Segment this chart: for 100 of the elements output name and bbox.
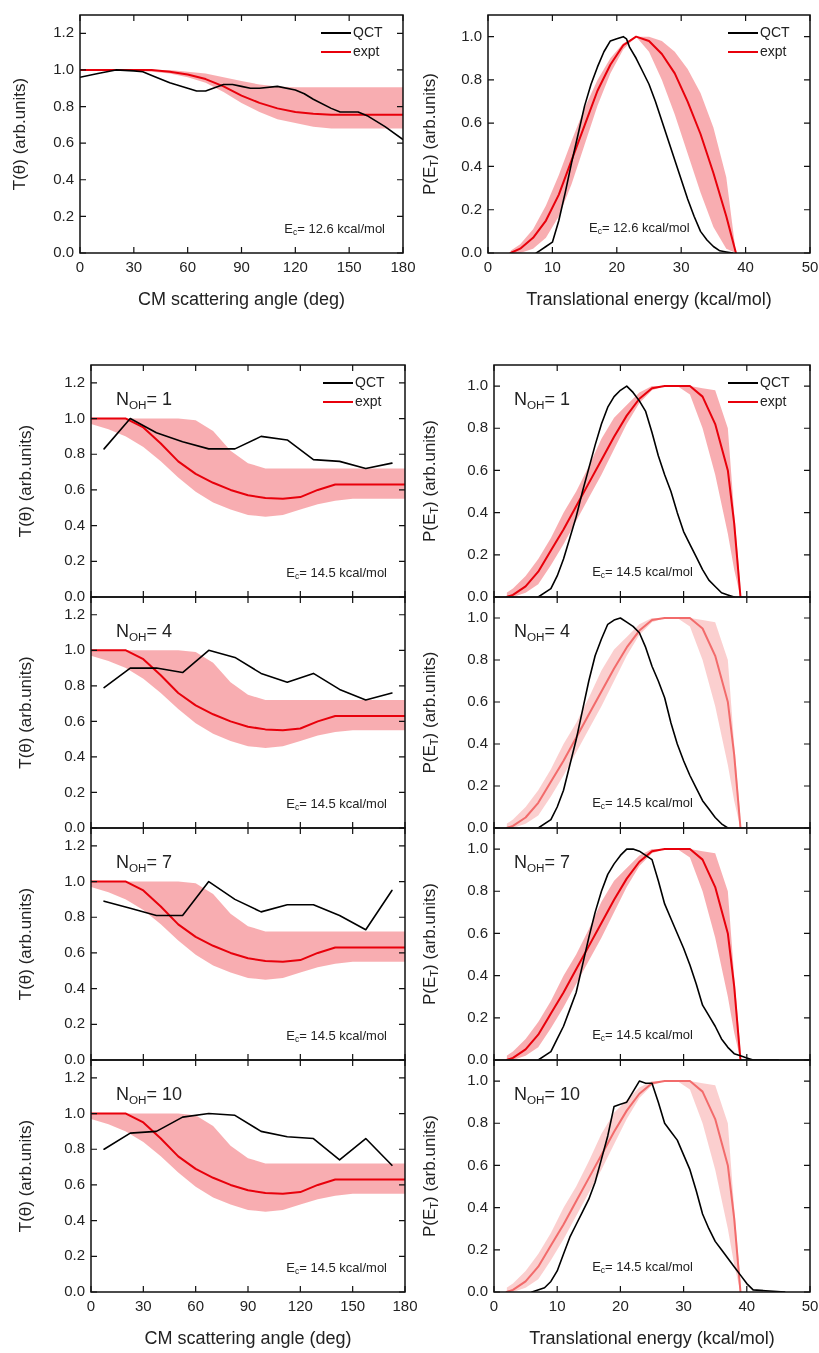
- x-tick-label: 150: [340, 1297, 366, 1315]
- legend-label: expt: [355, 392, 382, 409]
- y-tick-label: 0.2: [467, 1239, 488, 1257]
- y-tick-label: 0.6: [64, 480, 85, 498]
- x-tick-label: 40: [737, 258, 754, 276]
- x-tick-label: 40: [738, 1297, 756, 1315]
- x-tick-label: 10: [548, 1297, 566, 1315]
- y-axis-title: T(θ) (arb.units): [15, 424, 35, 538]
- x-axis-title: Translational energy (kcal/mol): [526, 288, 772, 309]
- x-axis-title: Translational energy (kcal/mol): [529, 1327, 775, 1348]
- legend-label: expt: [760, 392, 787, 409]
- y-tick-label: 0.0: [64, 818, 85, 836]
- x-tick-label: 50: [801, 1297, 819, 1315]
- x-tick-label: 90: [239, 1297, 257, 1315]
- y-tick-label: 0.0: [53, 243, 74, 261]
- y-tick-label: 1.0: [467, 1071, 488, 1089]
- y-tick-label: 1.2: [53, 23, 74, 41]
- y-tick-label: 1.2: [64, 835, 85, 853]
- y-tick-label: 0.8: [64, 444, 85, 462]
- y-tick-label: 0.4: [64, 747, 85, 765]
- y-axis-title: T(θ) (arb.units): [9, 77, 29, 191]
- y-tick-label: 0.2: [461, 199, 482, 217]
- legend-label: QCT: [760, 23, 790, 40]
- y-tick-label: 1.2: [64, 372, 85, 390]
- x-tick-label: 120: [287, 1297, 313, 1315]
- y-tick-label: 0.8: [64, 907, 85, 925]
- y-tick-label: 0.8: [467, 881, 488, 899]
- y-tick-label: 0.6: [467, 923, 488, 941]
- x-tick-label: 180: [390, 258, 416, 276]
- legend-label: QCT: [353, 23, 383, 40]
- x-axis-title: CM scattering angle (deg): [137, 288, 346, 309]
- y-tick-label: 1.0: [461, 26, 482, 44]
- y-tick-label: 0.8: [467, 1113, 488, 1131]
- legend-label: QCT: [760, 373, 790, 390]
- y-tick-label: 0.6: [53, 133, 74, 151]
- y-tick-label: 0.0: [467, 587, 488, 605]
- legend-label: expt: [760, 42, 787, 59]
- x-tick-label: 0: [86, 1297, 96, 1315]
- y-tick-label: 0.2: [53, 206, 74, 224]
- y-tick-label: 0.8: [467, 418, 488, 436]
- x-tick-label: 150: [336, 258, 362, 276]
- y-tick-label: 0.2: [467, 1007, 488, 1025]
- y-tick-label: 0.6: [64, 943, 85, 961]
- y-tick-label: 0.2: [467, 544, 488, 562]
- y-tick-label: 1.0: [467, 376, 488, 394]
- legend-label: expt: [353, 42, 380, 59]
- y-tick-label: 0.2: [64, 1246, 85, 1264]
- y-tick-label: 1.0: [64, 871, 85, 889]
- x-tick-label: 0: [489, 1297, 499, 1315]
- x-tick-label: 180: [392, 1297, 418, 1315]
- y-tick-label: 0.8: [64, 1139, 85, 1157]
- y-tick-label: 1.0: [64, 1103, 85, 1121]
- y-tick-label: 0.2: [467, 776, 488, 794]
- x-tick-label: 0: [75, 258, 85, 276]
- y-tick-label: 0.4: [461, 156, 482, 174]
- x-tick-label: 0: [483, 258, 493, 276]
- y-tick-label: 0.0: [64, 1050, 85, 1068]
- y-tick-label: 1.0: [53, 60, 74, 78]
- y-axis-title: T(θ) (arb.units): [15, 887, 35, 1001]
- x-tick-label: 20: [608, 258, 626, 276]
- x-tick-label: 60: [179, 258, 197, 276]
- y-tick-label: 0.6: [467, 460, 488, 478]
- y-tick-label: 0.2: [64, 1014, 85, 1032]
- y-tick-label: 0.4: [53, 169, 74, 187]
- y-tick-label: 1.0: [64, 408, 85, 426]
- y-tick-label: 0.6: [64, 711, 85, 729]
- y-tick-label: 0.4: [64, 978, 85, 996]
- y-tick-label: 0.0: [467, 1050, 488, 1068]
- y-tick-label: 0.2: [64, 782, 85, 800]
- y-tick-label: 0.4: [467, 734, 488, 752]
- y-tick-label: 1.0: [467, 839, 488, 857]
- y-tick-label: 0.6: [467, 1155, 488, 1173]
- y-tick-label: 0.4: [64, 1210, 85, 1228]
- x-tick-label: 30: [134, 1297, 152, 1315]
- y-tick-label: 0.4: [467, 1197, 488, 1215]
- y-tick-label: 0.0: [64, 1282, 85, 1300]
- y-axis-title: T(θ) (arb.units): [15, 1119, 35, 1233]
- x-tick-label: 90: [233, 258, 250, 276]
- y-tick-label: 0.6: [461, 113, 482, 131]
- x-tick-label: 30: [675, 1297, 692, 1315]
- y-tick-label: 0.6: [467, 692, 488, 710]
- y-tick-label: 0.8: [64, 675, 85, 693]
- x-tick-label: 60: [187, 1297, 205, 1315]
- legend-label: QCT: [355, 373, 385, 390]
- y-tick-label: 1.2: [64, 604, 85, 622]
- y-tick-label: 0.0: [461, 243, 482, 261]
- x-tick-label: 120: [282, 258, 308, 276]
- y-tick-label: 0.0: [64, 587, 85, 605]
- x-tick-label: 50: [801, 258, 819, 276]
- x-tick-label: 20: [612, 1297, 629, 1315]
- x-tick-label: 10: [544, 258, 561, 276]
- y-tick-label: 1.0: [467, 608, 488, 626]
- y-tick-label: 0.0: [467, 818, 488, 836]
- y-axis-title: T(θ) (arb.units): [15, 656, 35, 769]
- y-tick-label: 1.0: [64, 640, 85, 658]
- y-tick-label: 0.4: [64, 515, 85, 533]
- y-tick-label: 0.2: [64, 551, 85, 569]
- y-tick-label: 0.4: [467, 502, 488, 520]
- x-axis-title: CM scattering angle (deg): [144, 1327, 352, 1348]
- y-tick-label: 0.6: [64, 1175, 85, 1193]
